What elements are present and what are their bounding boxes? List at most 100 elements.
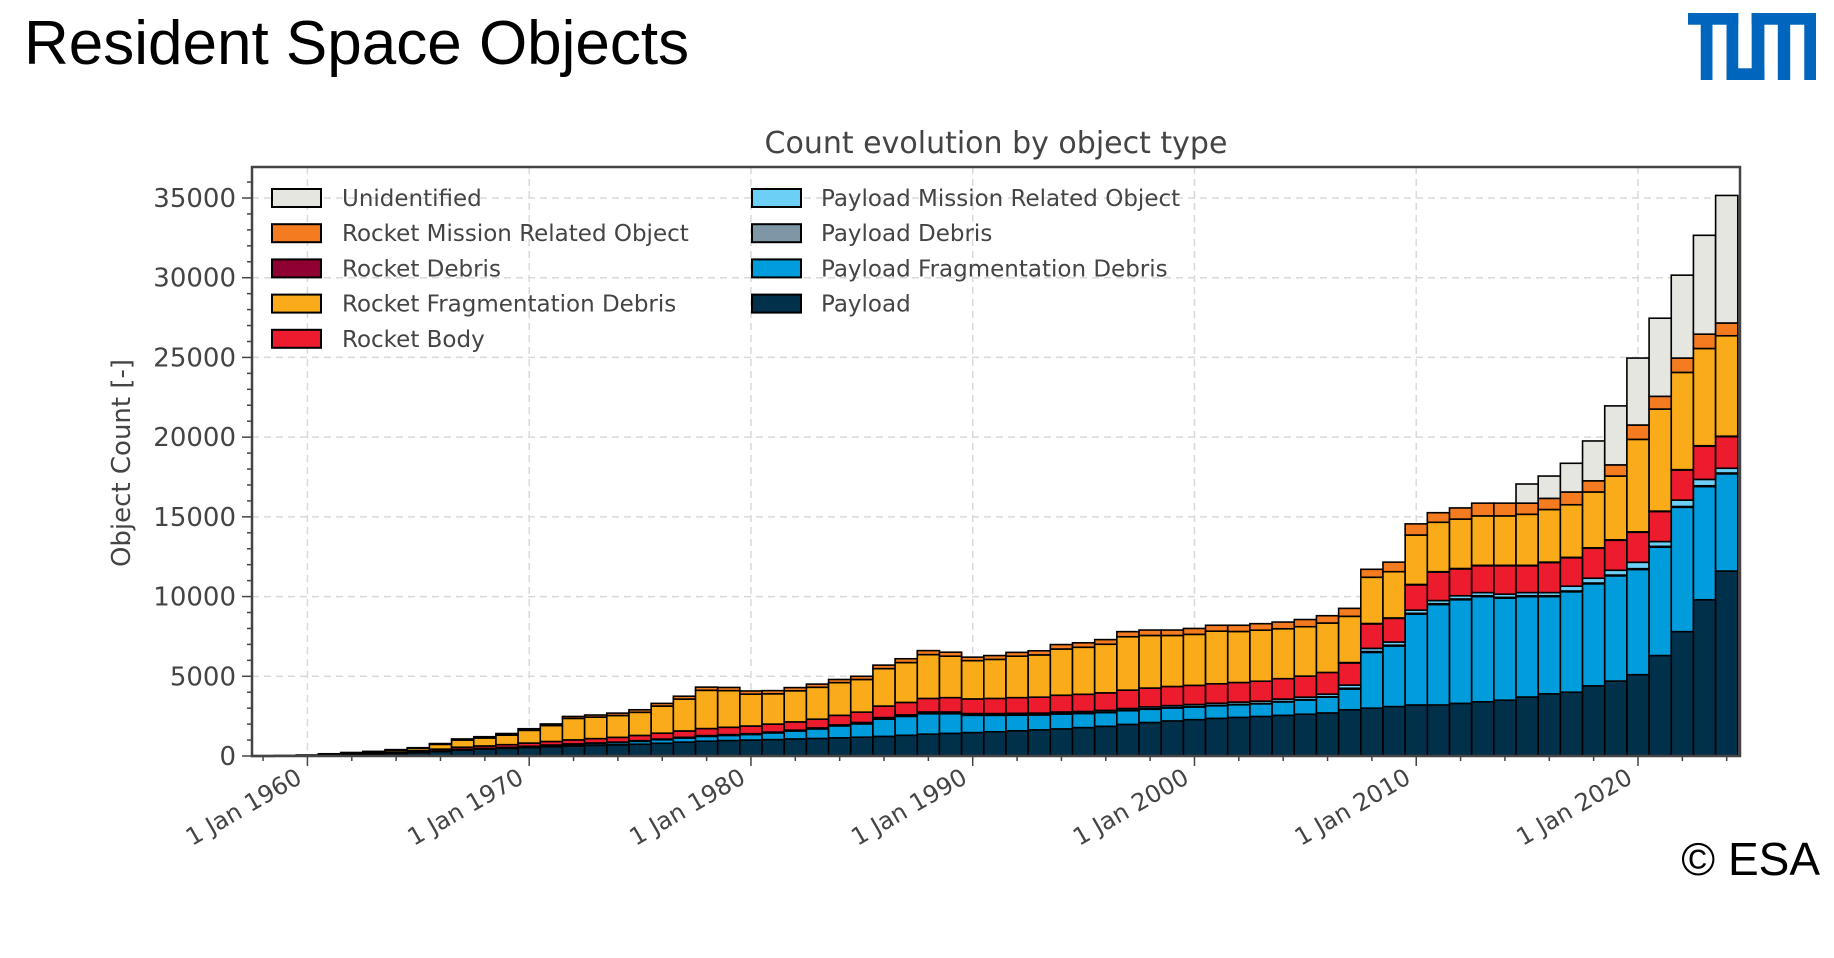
x-tick-label: 1 Jan 1960: [181, 763, 306, 852]
bar-segment-rm-1977: [672, 695, 697, 700]
bar-segment-rm-1997: [1116, 630, 1140, 638]
bar-segment-rm-1969: [495, 732, 519, 736]
bar-segment-rm-1962: [339, 751, 364, 754]
bar-segment-rf-2010: [1404, 534, 1429, 586]
bar-segment-rb-1999: [1160, 685, 1185, 707]
bar-segment-rm-2002: [1226, 624, 1251, 633]
bar-segment-p-1982: [783, 738, 808, 757]
bar-segment-rb-2001: [1204, 682, 1229, 705]
y-tick-label: 5000: [170, 662, 236, 692]
bar-segment-rf-1989: [938, 655, 963, 699]
legend-label: Rocket Body: [342, 327, 485, 353]
bar-segment-rf-2003: [1249, 629, 1273, 683]
bar-segment-pf-2017: [1559, 590, 1584, 694]
bar-segment-pf-2009: [1382, 645, 1406, 708]
bar-segment-rm-2004: [1271, 621, 1296, 630]
bar-segment-pf-2020: [1626, 568, 1650, 676]
bar-segment-rb-1984: [827, 714, 852, 726]
bar-segment-p-1996: [1093, 725, 1118, 757]
bar-segment-p-1993: [1027, 729, 1052, 757]
bar-segment-rm-1985: [849, 675, 874, 681]
y-tick-label: 25000: [153, 343, 236, 373]
legend-label: Rocket Debris: [342, 256, 501, 282]
bar-segment-rb-2023: [1692, 445, 1717, 481]
bar-segment-p-2016: [1537, 693, 1562, 757]
bar-segment-pf-1987: [894, 715, 919, 737]
bar-segment-pf-1999: [1160, 707, 1185, 722]
bar-segment-rf-1982: [783, 689, 808, 723]
bar-segment-p-1984: [827, 737, 852, 757]
bar-segment-pm-2022: [1670, 499, 1695, 508]
bar-segment-p-1983: [805, 737, 830, 757]
bar-segment-pf-1986: [872, 718, 896, 738]
bar-segment-rm-2021: [1648, 395, 1673, 410]
bar-segment-u-2019: [1603, 405, 1628, 466]
bars: [251, 194, 1739, 758]
bar-segment-rm-1993: [1027, 649, 1052, 656]
bar-segment-p-1978: [694, 740, 719, 757]
bar-segment-p-2006: [1315, 712, 1340, 757]
legend-swatch: [751, 258, 802, 279]
x-tick-label: 1 Jan 2000: [1068, 763, 1193, 852]
bar-segment-rb-2006: [1315, 671, 1340, 695]
bar-segment-pf-2010: [1404, 613, 1429, 706]
bar-segment-p-2015: [1515, 696, 1539, 757]
bar-segment-rf-2004: [1271, 627, 1296, 680]
bar-segment-pf-1983: [805, 728, 830, 740]
bar-segment-p-1990: [960, 731, 985, 757]
bar-segment-rb-1980: [739, 725, 763, 735]
bar-segment-p-1991: [983, 730, 1007, 757]
legend-item-rb: Rocket Body: [271, 327, 485, 353]
bar-segment-p-2020: [1626, 673, 1650, 757]
bar-segment-p-1994: [1049, 728, 1074, 757]
x-tick-label: 1 Jan 2020: [1512, 763, 1637, 852]
bar-segment-rm-1975: [628, 708, 652, 714]
bar-segment-pf-2000: [1182, 706, 1207, 721]
bar-segment-rf-2014: [1493, 515, 1517, 567]
bar-segment-rm-1981: [761, 689, 786, 695]
y-tick-label: 30000: [153, 264, 236, 294]
bar-segment-p-2022: [1670, 630, 1695, 757]
bar-segment-pf-2013: [1470, 595, 1495, 703]
bar-segment-rm-2008: [1359, 568, 1384, 579]
bar-segment-pf-2007: [1337, 688, 1362, 711]
bar-segment-p-1986: [872, 735, 896, 757]
bar-segment-u-2023: [1692, 234, 1717, 335]
bar-segment-p-2010: [1404, 704, 1429, 757]
legend-item-pd: Payload Debris: [751, 221, 992, 247]
bar-segment-pf-1992: [1005, 714, 1029, 732]
y-tick-label: 0: [219, 742, 236, 772]
bar-segment-rf-1985: [849, 678, 874, 713]
bar-segment-p-1977: [672, 741, 697, 757]
bar-segment-rf-2016: [1537, 508, 1562, 563]
bar-segment-p-1971: [539, 745, 564, 757]
bar-segment-p-1999: [1160, 720, 1185, 757]
bar-segment-pf-2015: [1515, 595, 1539, 698]
bar-segment-rm-1992: [1005, 651, 1029, 657]
bar-segment-rm-2006: [1315, 614, 1340, 624]
bar-segment-p-2012: [1448, 702, 1473, 757]
bar-segment-rf-1999: [1160, 634, 1185, 688]
bar-segment-rb-1994: [1049, 694, 1074, 713]
bar-segment-rf-1968: [472, 737, 497, 747]
bar-segment-rf-2006: [1315, 622, 1340, 674]
copyright-notice: © ESA: [1681, 833, 1820, 885]
bar-segment-pf-1997: [1116, 709, 1140, 726]
bar-segment-rm-1978: [694, 686, 719, 692]
legend-swatch: [751, 223, 802, 244]
bar-segment-rm-2018: [1581, 480, 1606, 493]
bar-segment-rf-2023: [1692, 347, 1717, 447]
bar-segment-rf-2001: [1204, 630, 1229, 685]
bar-segment-rm-1980: [739, 690, 763, 695]
y-tick-label: 20000: [153, 423, 236, 453]
bar-segment-rb-1986: [872, 705, 896, 719]
bar-segment-pf-2024: [1714, 473, 1739, 572]
bar-segment-p-1992: [1005, 730, 1029, 757]
bar-segment-rb-2010: [1404, 583, 1429, 611]
bar-segment-p-2005: [1293, 713, 1318, 757]
legend-item-rd: Rocket Debris: [271, 256, 501, 282]
bar-segment-rb-2003: [1249, 680, 1273, 702]
bar-segment-rb-1989: [938, 696, 963, 713]
bar-segment-rm-2015: [1515, 502, 1539, 516]
bar-segment-rb-1978: [694, 727, 719, 737]
